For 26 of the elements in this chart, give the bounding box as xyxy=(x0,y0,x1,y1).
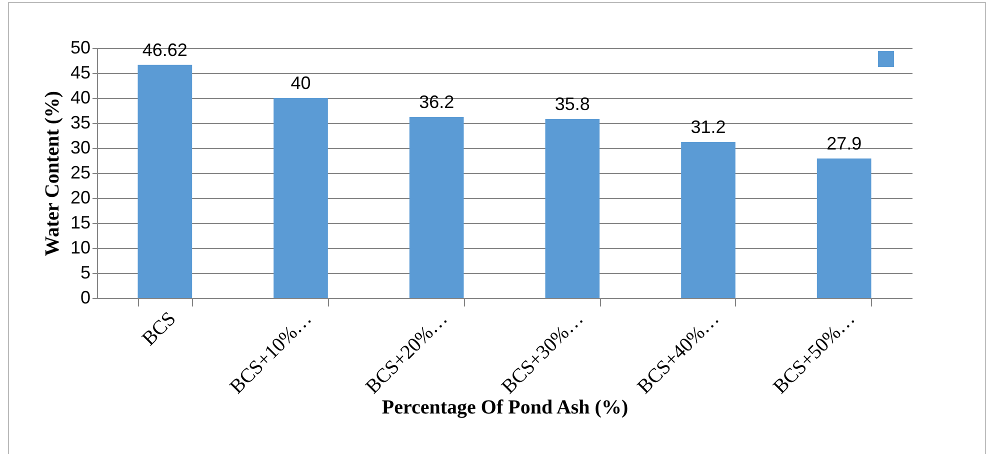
y-tick-label: 35 xyxy=(70,112,90,132)
bar xyxy=(816,158,872,298)
bar xyxy=(545,119,600,298)
x-tick-label: BCS xyxy=(138,308,180,350)
bar xyxy=(274,98,328,298)
y-tick-label: 0 xyxy=(80,288,90,308)
data-label: 27.9 xyxy=(826,134,862,154)
y-tick-label: 15 xyxy=(70,212,90,232)
y-tick-label: 5 xyxy=(80,262,90,282)
y-tick-label: 30 xyxy=(70,138,90,158)
data-label: 31.2 xyxy=(690,117,726,137)
bar xyxy=(138,64,192,298)
data-label: 36.2 xyxy=(419,92,454,112)
y-tick-label: 20 xyxy=(70,188,90,208)
y-tick-label: 40 xyxy=(70,88,90,108)
data-label: 40 xyxy=(290,73,311,93)
y-tick-label: 10 xyxy=(70,238,90,258)
y-tick-label: 50 xyxy=(70,38,90,58)
y-tick-label: 45 xyxy=(70,62,90,82)
x-axis-title: Percentage Of Pond Ash (%) xyxy=(382,396,628,418)
y-tick-label: 25 xyxy=(70,162,90,182)
bar xyxy=(681,142,736,298)
data-label: 46.62 xyxy=(142,40,188,60)
data-label: 35.8 xyxy=(554,94,590,114)
y-axis-title: Water Content (%) xyxy=(41,90,64,256)
bar xyxy=(409,117,464,298)
